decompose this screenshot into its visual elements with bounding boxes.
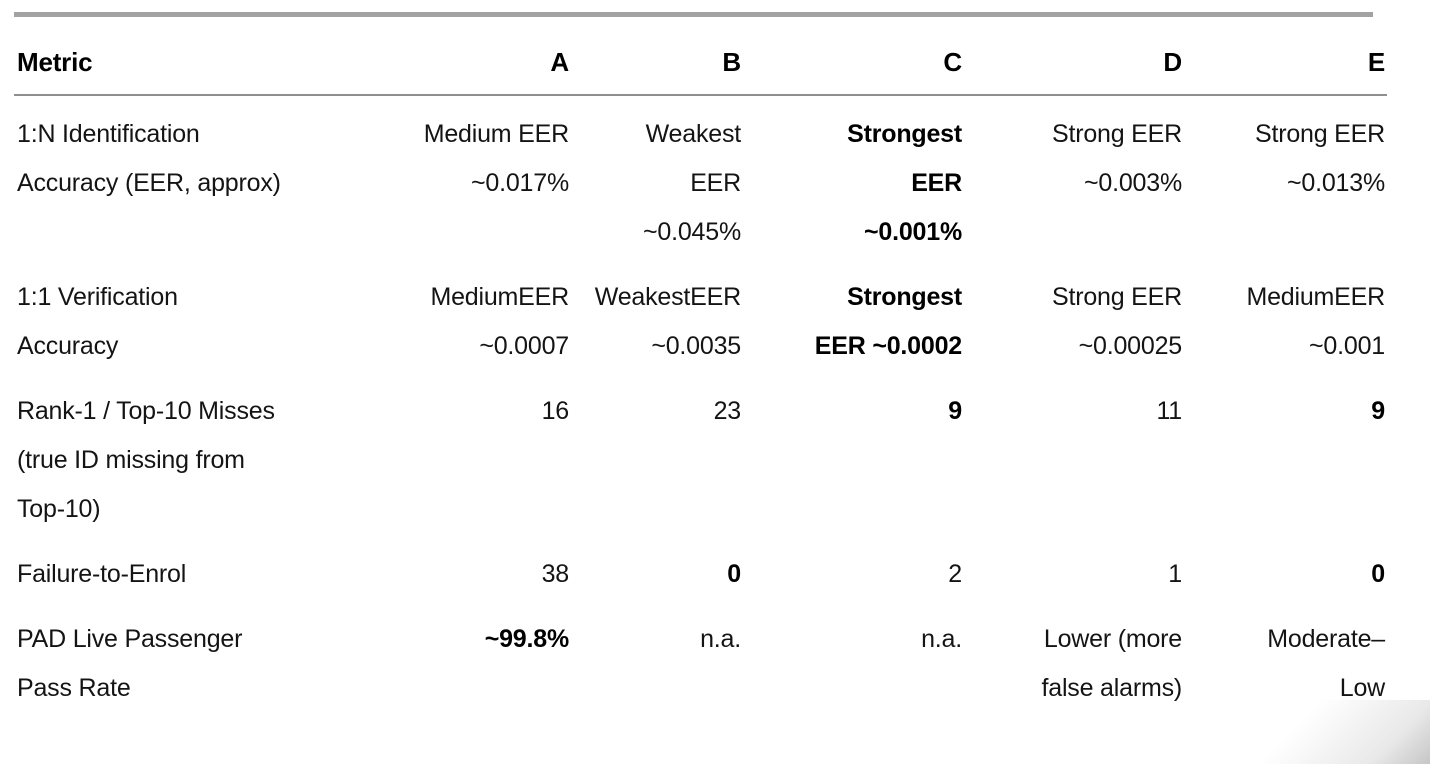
value-cell: 9: [1371, 397, 1385, 426]
value-cell: n.a.: [700, 625, 741, 654]
value-cell: Strong EER ~0.013%: [1254, 120, 1385, 198]
header-col-a: A: [334, 17, 571, 97]
value-cell: Medium EER ~0.017%: [423, 120, 569, 198]
header-row: Metric A B C D E: [14, 17, 1387, 97]
table-row: Rank-1 / Top-10 Misses (true ID missing …: [14, 373, 1387, 536]
table-row: 1:N Identification Accuracy (EER, approx…: [14, 95, 1387, 259]
value-cell: MediumEER ~0.001: [1246, 283, 1385, 361]
metric-label: 1:N Identification Accuracy (EER, approx…: [17, 120, 281, 198]
value-cell: n.a.: [921, 625, 962, 654]
value-cell: MediumEER ~0.0007: [430, 283, 569, 361]
value-cell: Weakest EER ~0.045%: [643, 120, 741, 247]
header-col-c: C: [743, 17, 964, 97]
value-cell: 1: [1168, 560, 1182, 589]
table-row: Failure-to-Enrol 38 0 2 1 0: [14, 536, 1387, 601]
value-cell: Strongest EER ~0.0002: [814, 283, 962, 361]
value-cell: Strongest EER ~0.001%: [847, 120, 962, 247]
value-cell: 0: [1371, 560, 1385, 589]
value-cell: 11: [1156, 397, 1182, 426]
value-cell: 23: [713, 397, 742, 426]
header-col-b: B: [571, 17, 743, 97]
value-cell: 2: [948, 560, 962, 589]
header-col-e: E: [1184, 17, 1387, 97]
header-metric: Metric: [14, 17, 334, 97]
value-cell: 16: [541, 397, 570, 426]
metrics-comparison-table: Metric A B C D E 1:N Identification Accu…: [14, 17, 1387, 715]
value-cell: 0: [727, 560, 741, 589]
metric-label: Rank-1 / Top-10 Misses (true ID missing …: [17, 397, 275, 524]
table-row: PAD Live Passenger Pass Rate ~99.8% n.a. n.…: [14, 601, 1387, 715]
table-header: Metric A B C D E: [14, 17, 1387, 97]
table-row: 1:1 Verification Accuracy MediumEER ~0.00…: [14, 259, 1387, 373]
table-body: 1:N Identification Accuracy (EER, approx…: [14, 95, 1387, 715]
top-divider-bar: [14, 12, 1373, 17]
value-cell: WeakestEER ~0.0035: [594, 283, 741, 361]
value-cell: Strong EER ~0.00025: [1051, 283, 1182, 361]
value-cell: Lower (more false alarms): [1041, 625, 1183, 703]
value-cell: 9: [948, 397, 962, 426]
value-cell: Moderate– Low: [1267, 625, 1385, 703]
metric-label: PAD Live Passenger Pass Rate: [17, 625, 243, 703]
value-cell: ~99.8%: [484, 625, 569, 654]
value-cell: Strong EER ~0.003%: [1051, 120, 1182, 198]
header-col-d: D: [964, 17, 1184, 97]
metric-label: Failure-to-Enrol: [17, 560, 187, 589]
metric-label: 1:1 Verification Accuracy: [17, 283, 178, 361]
value-cell: 38: [541, 560, 570, 589]
